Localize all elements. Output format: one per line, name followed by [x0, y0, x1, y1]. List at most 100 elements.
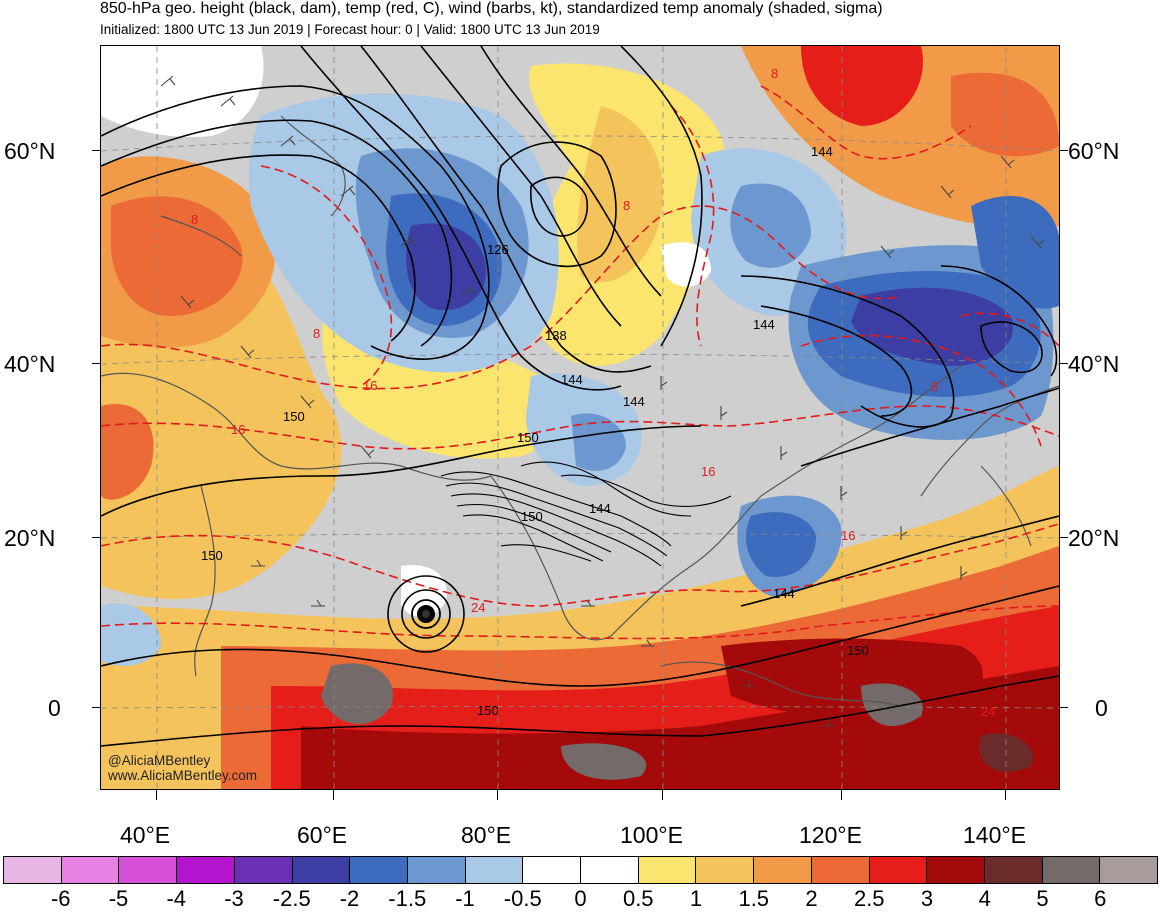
colorbar-labels: -6 -5 -4 -3 -2.5 -2 -1.5 -1 -0.5 0 0.5 1 1.5 2 2.5 3 4 5 6: [0, 886, 1160, 913]
colorbar-swatch: [984, 857, 1043, 883]
map-canvas: 126 138 144 144 144 150 150 144 150 150 …: [101, 46, 1059, 789]
colorbar-label: -5: [108, 886, 129, 911]
temp-label: 8: [313, 326, 320, 341]
lon-label: 100°E: [620, 822, 683, 848]
lat-label-right: 20°N: [1068, 525, 1120, 551]
lat-tick: [1060, 707, 1068, 708]
height-label: 144: [773, 586, 795, 601]
credit-website: www.AliciaMBentley.com: [108, 768, 258, 783]
temp-label: 8: [771, 66, 778, 81]
height-label: 150: [521, 509, 543, 524]
height-label: 144: [589, 501, 611, 516]
lat-label-right: 40°N: [1068, 351, 1120, 377]
lat-label-left: 40°N: [4, 351, 56, 377]
height-label: 144: [753, 317, 775, 332]
lat-label-left: 0: [48, 695, 61, 721]
lat-tick: [92, 707, 100, 708]
map-panel: 126 138 144 144 144 150 150 144 150 150 …: [100, 45, 1060, 790]
colorbar-swatch: [61, 857, 120, 883]
colorbar-swatch: [177, 857, 235, 883]
colorbar-swatch: [4, 857, 62, 883]
lon-tick: [662, 790, 663, 800]
colorbar-swatch: [927, 857, 985, 883]
lat-tick: [92, 363, 100, 364]
lat-tick: [92, 150, 100, 151]
lat-tick: [1060, 363, 1068, 364]
wind-barbs: [160, 75, 1045, 727]
colorbar-label: 0: [574, 886, 587, 911]
height-label: 150: [283, 409, 305, 424]
lat-label-right: 0: [1095, 695, 1108, 721]
lon-label: 60°E: [297, 822, 348, 848]
height-label: 150: [201, 548, 223, 563]
lon-tick: [1005, 790, 1006, 800]
height-label: 144: [561, 372, 583, 387]
height-label: 138: [545, 328, 567, 343]
colorbar-label: 0.5: [622, 886, 654, 911]
lat-label-left: 60°N: [4, 138, 56, 164]
lon-label: 40°E: [120, 822, 171, 848]
height-label: 150: [517, 430, 539, 445]
colorbar-swatch: [581, 857, 639, 883]
colorbar-label: 6: [1094, 886, 1107, 911]
coastlines: [101, 115, 1059, 707]
cyclone-center: [387, 575, 465, 653]
height-label: 144: [811, 144, 833, 159]
lon-tick: [841, 790, 842, 800]
graticule: [101, 46, 1059, 789]
lon-tick: [156, 790, 157, 800]
height-label: 150: [477, 703, 499, 718]
colorbar-swatch: [1100, 857, 1158, 883]
colorbar-swatch: [638, 857, 697, 883]
colorbar-swatch: [754, 857, 812, 883]
colorbar-label: -6: [50, 886, 71, 911]
colorbar-label: -1: [455, 886, 475, 911]
colorbar-swatch: [869, 857, 928, 883]
chart-subtitle: Initialized: 1800 UTC 13 Jun 2019 | Fore…: [100, 22, 600, 37]
colorbar-label: 2.5: [853, 886, 885, 911]
plateau-contours: [440, 461, 732, 567]
temp-label: 8: [623, 198, 630, 213]
lon-label: 80°E: [461, 822, 512, 848]
colorbar-label: 2: [805, 886, 818, 911]
lat-label-right: 60°N: [1068, 138, 1120, 164]
height-contour-labels: 126 138 144 144 144 150 150 144 150 150 …: [201, 144, 869, 718]
height-label: 126: [487, 242, 509, 257]
cold-anomaly-shading: [101, 46, 1059, 666]
colorbar-label: -1.5: [388, 886, 427, 911]
colorbar-label: -3: [224, 886, 244, 911]
lat-tick: [92, 537, 100, 538]
temperature-contours: [101, 85, 1059, 640]
lon-tick: [497, 790, 498, 800]
lat-label-left: 20°N: [4, 525, 56, 551]
colorbar: [3, 856, 1158, 884]
lat-tick: [1060, 537, 1068, 538]
temp-label: 16: [841, 528, 855, 543]
colorbar-swatch: [292, 857, 351, 883]
colorbar-label: -2.5: [272, 886, 311, 911]
lon-label: 140°E: [963, 822, 1026, 848]
colorbar-label: -2: [339, 886, 360, 911]
lat-tick: [1060, 150, 1068, 151]
colorbar-label: -4: [166, 886, 187, 911]
credit-handle: @AliciaMBentley: [108, 753, 211, 768]
temp-label: 24: [981, 704, 995, 719]
colorbar-label: 5: [1036, 886, 1049, 911]
colorbar-swatch: [350, 857, 408, 883]
temp-label: 16: [363, 378, 377, 393]
colorbar-swatch: [234, 857, 293, 883]
colorbar-label: 3: [920, 886, 934, 911]
colorbar-swatch: [465, 857, 524, 883]
colorbar-label: -0.5: [503, 886, 542, 911]
temp-label: 24: [471, 600, 485, 615]
chart-title: 850-hPa geo. height (black, dam), temp (…: [100, 0, 883, 17]
colorbar-label: 1.5: [738, 886, 770, 911]
colorbar-swatch: [407, 857, 466, 883]
temp-label: 16: [701, 464, 715, 479]
colorbar-swatch: [523, 857, 582, 883]
colorbar-label: 1: [689, 886, 703, 911]
temp-label: 8: [931, 379, 938, 394]
colorbar-swatch: [1042, 857, 1101, 883]
temp-contour-labels: 24 16 8 8 16 8 16 8 8 16 24: [191, 66, 995, 719]
colorbar-swatch: [119, 857, 178, 883]
